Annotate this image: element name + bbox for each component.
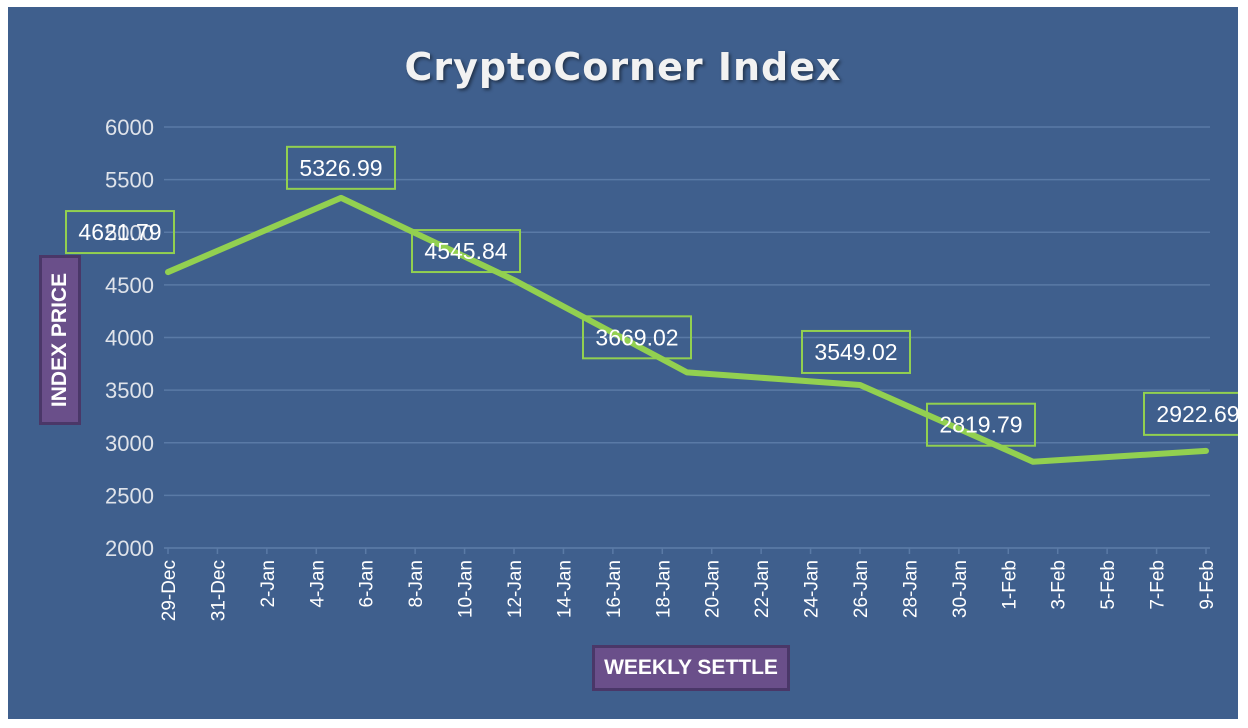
data-label: 5326.99 bbox=[299, 155, 382, 181]
data-label-box bbox=[926, 402, 1036, 447]
x-tick-label: 24-Jan bbox=[802, 560, 823, 618]
x-tick-label: 7-Feb bbox=[1148, 560, 1169, 610]
x-tick-label: 3-Feb bbox=[1049, 560, 1070, 610]
x-tick-label: 29-Dec bbox=[159, 560, 180, 621]
x-tick-label: 8-Jan bbox=[406, 560, 427, 608]
data-label-box bbox=[801, 329, 911, 374]
x-tick-label: 6-Jan bbox=[357, 560, 378, 608]
x-tick-label: 26-Jan bbox=[851, 560, 872, 618]
y-axis-title-text: INDEX PRICE bbox=[48, 272, 72, 408]
data-label: 4545.84 bbox=[424, 238, 507, 264]
data-label-box bbox=[286, 145, 396, 190]
chart-title: CryptoCorner Index bbox=[404, 45, 842, 89]
data-label: 2922.69 bbox=[1156, 401, 1238, 427]
data-label-box bbox=[411, 229, 521, 274]
x-tick-label: 2-Jan bbox=[258, 560, 279, 608]
x-tick-label: 4-Jan bbox=[307, 560, 328, 608]
data-label-box bbox=[1143, 391, 1238, 436]
y-tick-label: 4500 bbox=[105, 273, 154, 298]
y-tick-label: 2000 bbox=[105, 536, 154, 561]
y-tick-label: 3000 bbox=[105, 431, 154, 456]
x-tick-label: 9-Feb bbox=[1197, 560, 1218, 610]
x-tick-label: 16-Jan bbox=[604, 560, 625, 618]
x-tick-label: 31-Dec bbox=[208, 560, 229, 621]
x-tick-label: 12-Jan bbox=[505, 560, 526, 618]
data-label: 3669.02 bbox=[595, 324, 678, 350]
series-line bbox=[165, 194, 1209, 465]
data-label: 3549.02 bbox=[814, 339, 897, 365]
y-tick-label: 2500 bbox=[105, 483, 154, 508]
x-tick-label: 10-Jan bbox=[456, 560, 477, 618]
x-tick-label: 20-Jan bbox=[703, 560, 724, 618]
x-axis-title: WEEKLY SETTLE bbox=[592, 645, 790, 691]
y-axis-title: INDEX PRICE bbox=[39, 255, 81, 425]
x-tick-label: 30-Jan bbox=[950, 560, 971, 618]
data-label-box bbox=[65, 210, 175, 255]
x-tick-label: 22-Jan bbox=[752, 560, 773, 618]
x-tick-label: 5-Feb bbox=[1098, 560, 1119, 610]
x-tick-label: 1-Feb bbox=[999, 560, 1020, 610]
plot-area: 2000 2500 3000 3500 4000 4500 5000 5500 6000 29-D… bbox=[65, 115, 1238, 621]
x-tick-label: 18-Jan bbox=[653, 560, 674, 618]
data-label: 2819.79 bbox=[939, 412, 1022, 438]
data-label: 4621.79 bbox=[78, 219, 161, 245]
y-tick-label: 3500 bbox=[105, 378, 154, 403]
y-tick-label: 6000 bbox=[105, 115, 154, 140]
chart-area: CryptoCorner Index 2000 2500 3000 3500 4000 4… bbox=[8, 7, 1238, 719]
x-tick-label: 28-Jan bbox=[900, 560, 921, 618]
data-label-box bbox=[582, 315, 692, 360]
x-tick-label: 14-Jan bbox=[554, 560, 575, 618]
y-tick-label: 5500 bbox=[105, 168, 154, 193]
y-tick-label: 5000 bbox=[105, 220, 154, 245]
y-tick-label: 4000 bbox=[105, 326, 154, 351]
